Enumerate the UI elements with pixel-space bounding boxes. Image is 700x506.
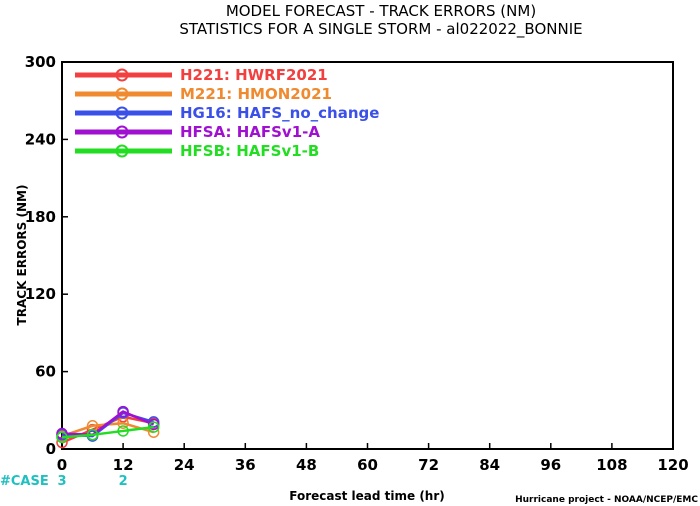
x-tick-label: 60 (357, 456, 378, 474)
legend-marker-hfsa (115, 125, 129, 139)
y-axis-ticks: 0 60 120 180 240 300 (25, 53, 68, 458)
data-point-h221 (56, 436, 68, 449)
legend-marker-hfsb (115, 144, 129, 158)
series-line-hfsb (61, 425, 154, 439)
x-tick-label: 12 (113, 456, 134, 474)
x-tick-label: 48 (296, 456, 317, 474)
y-tick-label: 60 (35, 363, 56, 381)
legend-marker-h221 (115, 68, 129, 82)
chart-title: MODEL FORECAST - TRACK ERRORS (NM) (226, 2, 536, 20)
data-point-hfsb (56, 431, 68, 444)
y-axis-label: TRACK ERRORS (NM) (15, 185, 29, 326)
case-count-label: #CASE (0, 474, 49, 489)
series-lines (56, 405, 160, 449)
x-tick-label: 120 (657, 456, 688, 474)
x-tick-label: 108 (596, 456, 627, 474)
legend-label-hfsa: HFSA: HAFSv1-A (180, 123, 320, 141)
x-tick-label: 84 (479, 456, 500, 474)
legend-label-hg16: HG16: HAFS_no_change (180, 104, 379, 122)
legend-marker-m221 (115, 87, 129, 101)
legend-marker-hg16 (115, 106, 129, 120)
data-point-hfsb (147, 421, 160, 433)
x-axis-label: Forecast lead time (hr) (289, 489, 445, 503)
credit-text: Hurricane project - NOAA/NCEP/EMC (515, 495, 698, 505)
data-point-hfsb (117, 425, 129, 437)
chart-subtitle: STATISTICS FOR A SINGLE STORM - al022022… (179, 20, 582, 39)
x-tick-label: 96 (540, 456, 561, 474)
data-point-hfsa (117, 405, 129, 418)
x-tick-label: 0 (57, 456, 67, 474)
x-tick-label: 24 (174, 456, 195, 474)
legend-label-h221: H221: HWRF2021 (180, 66, 328, 84)
x-tick-label: 36 (235, 456, 256, 474)
series-line-hfsa (61, 410, 155, 437)
y-tick-label: 300 (25, 53, 56, 71)
case-count: 2 (119, 474, 128, 489)
legend-label-m221: M221: HMON2021 (180, 85, 332, 103)
legend-label-hfsb: HFSB: HAFSv1-B (180, 142, 319, 160)
y-tick-label: 180 (25, 208, 56, 226)
data-point-hfsa (56, 427, 68, 440)
y-tick-label: 240 (25, 130, 56, 148)
case-count: 3 (57, 474, 66, 489)
x-tick-label: 72 (418, 456, 439, 474)
x-axis-ticks: 0 12 24 36 48 60 72 84 96 108 120 (57, 443, 689, 474)
data-point-hfsb (86, 429, 99, 441)
y-tick-label: 0 (46, 440, 56, 458)
y-tick-label: 120 (25, 285, 56, 303)
